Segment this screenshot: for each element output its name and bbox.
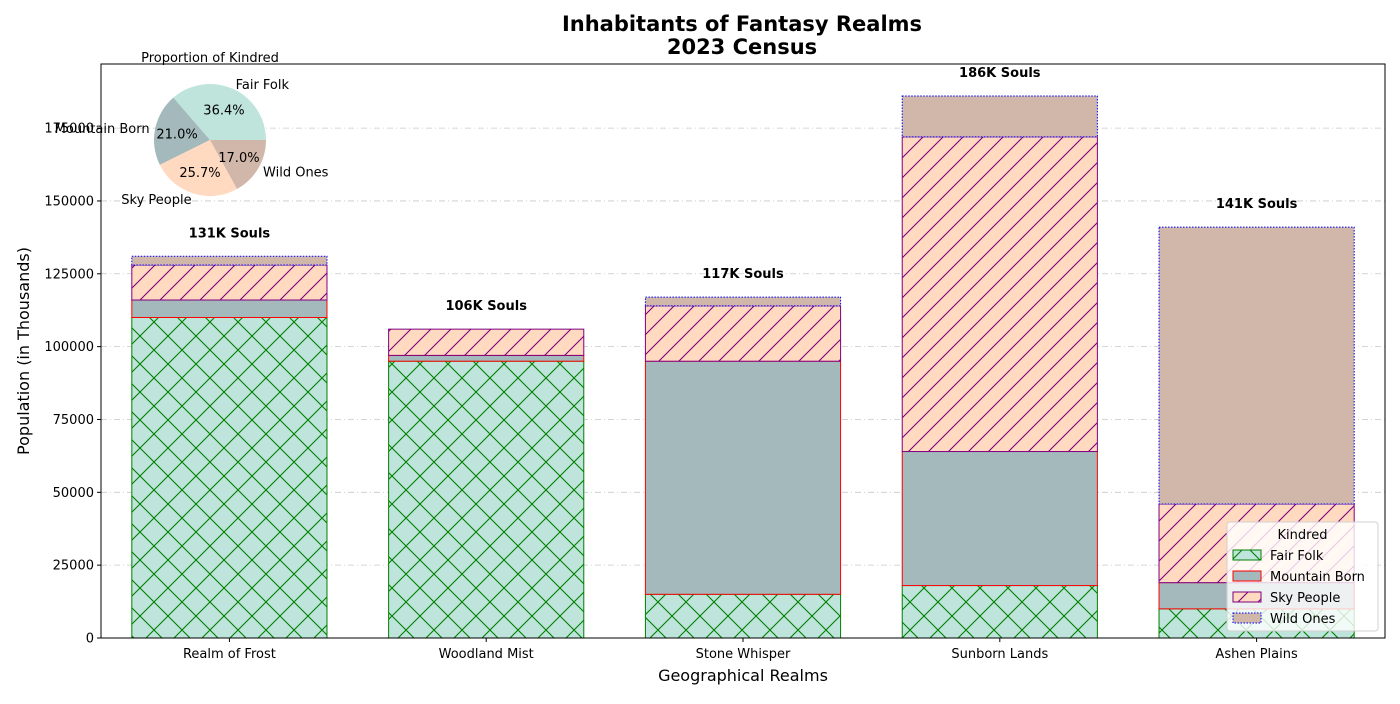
legend-entry-wild-ones[interactable]: Wild Ones <box>1232 612 1336 627</box>
x-axis-label: Geographical Realms <box>658 666 828 685</box>
bar-fill <box>902 96 1098 137</box>
pie-inset: Proportion of Kindred 36.4% Fair Folk 21.0%… <box>55 51 329 208</box>
y-tick-label-1: 25000 <box>53 559 94 574</box>
bar-mountain-born-0 <box>131 299 328 318</box>
legend-label: Mountain Born <box>1270 570 1365 585</box>
bar-fill <box>1159 227 1355 504</box>
pie-pct-sky-people: 25.7% <box>179 166 220 181</box>
legend-entry-mountain-born[interactable]: Mountain Born <box>1232 570 1365 585</box>
totals-layer: 131K Souls 106K Souls 117K Souls 186K Souls… <box>189 66 1298 314</box>
legend-label: Fair Folk <box>1270 549 1324 564</box>
y-tick-label-0: 0 <box>86 632 94 647</box>
x-axis: Realm of Frost Woodland Mist Stone Whisper… <box>183 638 1298 662</box>
pie-label-sky-people: Sky People <box>121 193 191 208</box>
y-axis: 0 25000 50000 75000 100000 125000 150000 175000 <box>44 122 101 647</box>
total-label-3: 186K Souls <box>959 66 1041 81</box>
bar-fill <box>131 300 327 318</box>
total-label-4: 141K Souls <box>1216 197 1298 212</box>
bar-wild-ones-2 <box>644 296 842 307</box>
x-tick-label-0: Realm of Frost <box>183 647 276 662</box>
bars-layer <box>131 95 1355 639</box>
bar-wild-ones-0 <box>131 255 328 266</box>
bar-mountain-born-1 <box>388 354 585 362</box>
bar-edge <box>131 255 328 266</box>
chart-title-line2: 2023 Census <box>667 35 817 59</box>
y-tick-label-6: 150000 <box>44 194 94 209</box>
pie-slice-wild-ones <box>210 140 266 190</box>
bar-hatch <box>902 585 1098 638</box>
y-tick-label-3: 75000 <box>53 413 94 428</box>
pie-slice-fair-folk <box>173 84 266 140</box>
bar-wild-ones-4 <box>1158 226 1355 505</box>
bar-fair-folk-0 <box>131 316 328 639</box>
bar-fill <box>645 361 841 595</box>
pie-slice-mountain-born <box>153 97 210 165</box>
x-tick-label-3: Sunborn Lands <box>951 647 1048 662</box>
legend-entry-fair-folk[interactable]: Fair Folk <box>1232 549 1324 564</box>
x-tick-label-4: Ashen Plains <box>1215 647 1298 662</box>
bar-hatch <box>902 136 1098 452</box>
legend-swatch <box>1233 613 1261 623</box>
chart-title-line1: Inhabitants of Fantasy Realms <box>562 12 922 36</box>
y-tick-label-7: 175000 <box>44 122 94 137</box>
x-tick-label-1: Woodland Mist <box>439 647 534 662</box>
bar-fair-folk-1 <box>388 360 585 639</box>
bar-sky-people-1 <box>388 328 585 356</box>
bar-wild-ones-3 <box>901 95 1098 138</box>
legend-swatch-hatch <box>1233 550 1261 560</box>
legend-label: Wild Ones <box>1270 612 1336 627</box>
x-tick-label-2: Stone Whisper <box>696 647 791 662</box>
y-axis-label: Population (in Thousands) <box>14 247 33 455</box>
total-label-1: 106K Souls <box>445 299 527 314</box>
legend-swatch-edge <box>1232 612 1262 624</box>
bar-sky-people-2 <box>644 305 842 362</box>
legend-swatch-edge <box>1232 570 1262 582</box>
bar-hatch <box>645 594 841 638</box>
bar-hatch <box>388 329 584 356</box>
bar-mountain-born-2 <box>644 360 842 595</box>
pie-slice-sky-people <box>159 140 238 197</box>
bar-mountain-born-3 <box>901 451 1098 587</box>
legend-swatch <box>1233 571 1261 581</box>
pie-pct-mountain-born: 21.0% <box>156 127 197 142</box>
legend-title: Kindred <box>1278 528 1328 543</box>
pie-label-wild-ones: Wild Ones <box>263 165 329 180</box>
bar-fill <box>131 256 327 266</box>
pie-label-fair-folk: Fair Folk <box>236 78 290 93</box>
bar-hatch <box>388 361 584 638</box>
bar-edge <box>388 328 585 356</box>
bar-fill <box>388 355 584 362</box>
bar-edge <box>1158 226 1355 505</box>
bar-edge <box>901 95 1098 138</box>
y-tick-label-4: 100000 <box>44 340 94 355</box>
legend[interactable]: Kindred Fair Folk Mountain Born Sky People W… <box>1226 521 1379 632</box>
bar-fill <box>645 297 841 306</box>
legend-swatch-edge <box>1232 549 1262 561</box>
bar-hatch <box>645 305 841 362</box>
pie-pct-fair-folk: 36.4% <box>203 103 244 118</box>
bar-edge <box>644 296 842 307</box>
legend-swatch-hatch <box>1233 592 1261 602</box>
legend-entry-sky-people[interactable]: Sky People <box>1232 591 1340 606</box>
pie-label-mountain-born: Mountain Born <box>55 122 150 137</box>
legend-box <box>1226 521 1379 632</box>
bar-sky-people-3 <box>901 136 1098 453</box>
total-label-0: 131K Souls <box>189 226 271 241</box>
bar-fair-folk-2 <box>644 593 842 639</box>
legend-label: Sky People <box>1270 591 1340 606</box>
bar-sky-people-0 <box>131 264 328 301</box>
legend-swatch-edge <box>1232 591 1262 603</box>
bar-hatch <box>131 265 327 301</box>
bar-hatch <box>131 317 327 638</box>
total-label-2: 117K Souls <box>702 267 784 282</box>
pie-pct-wild-ones: 17.0% <box>218 151 259 166</box>
bar-fill <box>902 451 1098 586</box>
y-tick-label-5: 125000 <box>44 267 94 282</box>
pie-title: Proportion of Kindred <box>141 51 279 66</box>
bar-fair-folk-3 <box>901 585 1098 639</box>
y-tick-label-2: 50000 <box>53 486 94 501</box>
